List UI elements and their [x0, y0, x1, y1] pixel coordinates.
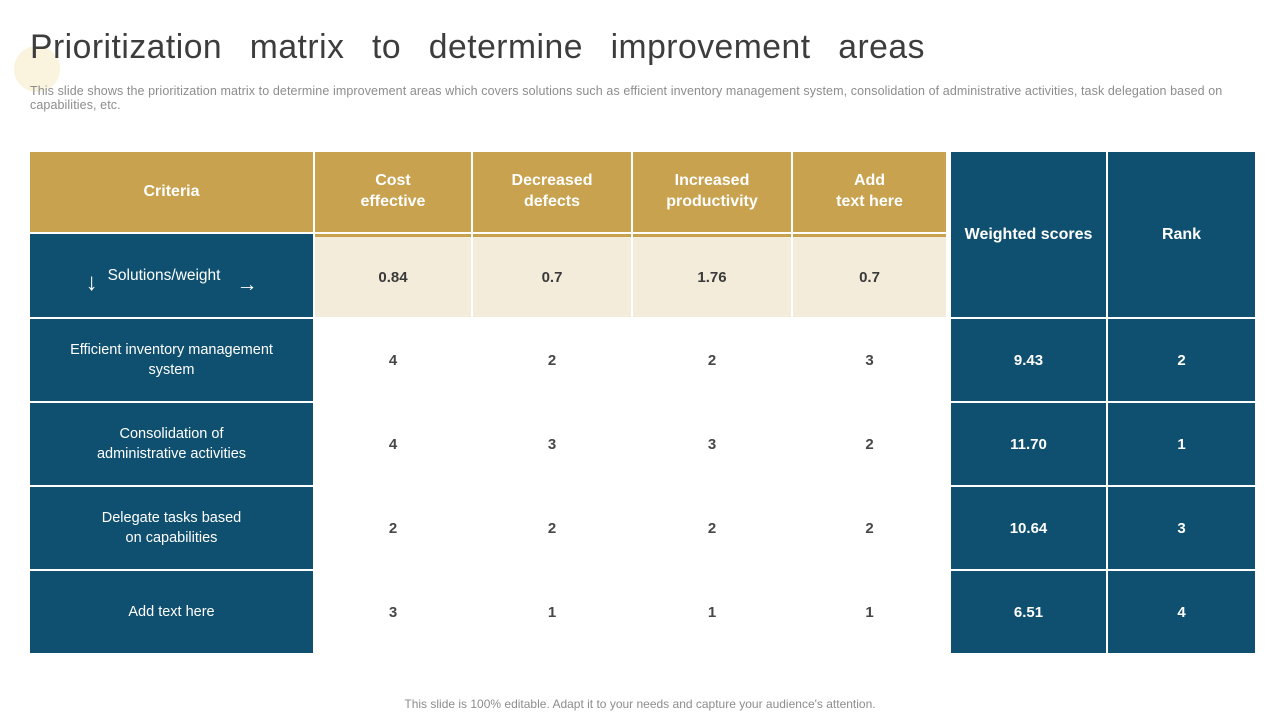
solution-row-label: Delegate tasks based on capabilities	[30, 487, 313, 569]
solutions-weight-label: Solutions/weight	[107, 266, 221, 284]
prioritization-matrix-table: Criteria Cost effective Decreased defect…	[30, 152, 1255, 653]
score-cell: 3	[793, 319, 946, 401]
score-cell: 3	[633, 403, 791, 485]
solutions-weight-label-cell: ↓ Solutions/weight →	[30, 234, 313, 317]
weight-add-text-here: 0.7	[793, 234, 946, 317]
score-cell: 4	[315, 403, 471, 485]
weight-increased-productivity: 1.76	[633, 234, 791, 317]
rank-cell: 2	[1108, 319, 1255, 401]
score-cell: 4	[315, 319, 471, 401]
score-cell: 2	[473, 487, 631, 569]
weighted-score-cell: 11.70	[951, 403, 1106, 485]
slide-footer-note: This slide is 100% editable. Adapt it to…	[404, 697, 876, 711]
score-cell: 2	[633, 487, 791, 569]
weighted-score-cell: 10.64	[951, 487, 1106, 569]
decorative-circle	[14, 46, 60, 92]
weight-cost-effective: 0.84	[315, 234, 471, 317]
rank-cell: 4	[1108, 571, 1255, 653]
rank-cell: 3	[1108, 487, 1255, 569]
header-increased-productivity: Increased productivity	[633, 152, 791, 232]
score-cell: 3	[315, 571, 471, 653]
weighted-score-cell: 9.43	[951, 319, 1106, 401]
score-cell: 2	[793, 403, 946, 485]
header-decreased-defects: Decreased defects	[473, 152, 631, 232]
solution-row-label: Consolidation of administrative activiti…	[30, 403, 313, 485]
score-cell: 1	[793, 571, 946, 653]
solution-row-label: Add text here	[30, 571, 313, 653]
score-cell: 1	[473, 571, 631, 653]
slide-description: This slide shows the prioritization matr…	[30, 84, 1223, 112]
score-cell: 2	[633, 319, 791, 401]
header-cost-effective: Cost effective	[315, 152, 471, 232]
header-weighted-scores: Weighted scores	[951, 152, 1106, 317]
score-cell: 2	[315, 487, 471, 569]
header-rank: Rank	[1108, 152, 1255, 317]
score-cell: 2	[473, 319, 631, 401]
page-title: Prioritization matrix to determine impro…	[30, 28, 925, 66]
header-criteria: Criteria	[30, 152, 313, 232]
rank-cell: 1	[1108, 403, 1255, 485]
score-cell: 3	[473, 403, 631, 485]
weight-decreased-defects: 0.7	[473, 234, 631, 317]
score-cell: 1	[633, 571, 791, 653]
score-cell: 2	[793, 487, 946, 569]
header-add-text-here: Add text here	[793, 152, 946, 232]
weighted-score-cell: 6.51	[951, 571, 1106, 653]
solution-row-label: Efficient inventory management system	[30, 319, 313, 401]
